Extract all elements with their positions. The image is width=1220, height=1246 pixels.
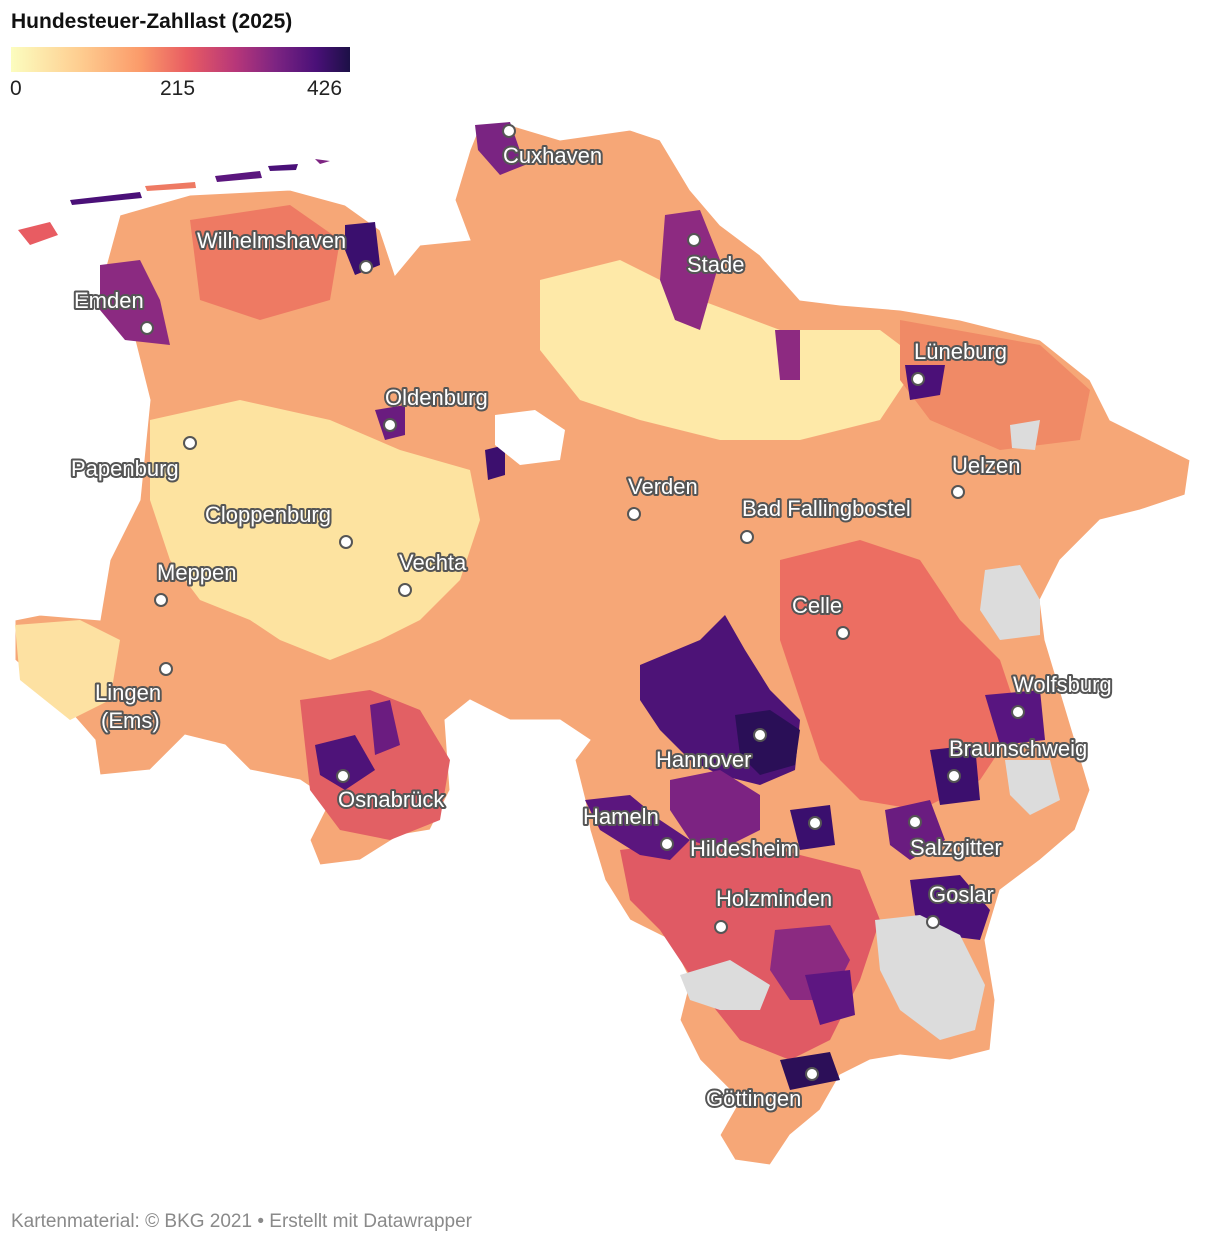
region-high-osn-north <box>370 700 400 755</box>
region-nodata-east <box>980 565 1040 640</box>
island-3 <box>145 182 196 191</box>
city-markers: Cuxhaven Wilhelmshaven Stade Emden Lüneb… <box>69 124 1114 1113</box>
region-high-stade <box>660 210 720 330</box>
region-high-osnabrueck <box>315 735 375 790</box>
island-2 <box>70 192 142 205</box>
city-label[interactable]: Lüneburg <box>912 337 1009 366</box>
island-5 <box>268 164 298 171</box>
city-label[interactable]: Hannover <box>654 745 753 774</box>
color-scale-legend <box>11 47 350 72</box>
city-dot[interactable] <box>336 769 350 783</box>
city-dot[interactable] <box>627 507 641 521</box>
city-dot[interactable] <box>951 485 965 499</box>
city-label[interactable]: Stade <box>685 250 747 279</box>
legend-mid-label: 215 <box>160 77 196 100</box>
city-dot[interactable] <box>808 816 822 830</box>
island-4 <box>215 171 262 182</box>
city-dot[interactable] <box>154 593 168 607</box>
city-dot[interactable] <box>753 728 767 742</box>
city-label[interactable]: Wilhelmshaven <box>195 226 348 255</box>
city-label[interactable]: Lingen <box>93 678 163 707</box>
region-high-nienburg <box>775 330 800 380</box>
city-dot[interactable] <box>502 124 516 138</box>
region-high-lueneburg <box>905 365 945 400</box>
city-label[interactable]: Wolfsburg <box>1011 670 1114 699</box>
region-high-hildesheim-area <box>670 770 760 850</box>
city-dot[interactable] <box>339 535 353 549</box>
city-label[interactable]: Meppen <box>155 558 239 587</box>
region-high-salzgitter <box>885 800 945 860</box>
legend-max-label: 426 <box>307 77 343 100</box>
city-dot[interactable] <box>660 837 674 851</box>
city-label[interactable]: Verden <box>626 472 700 501</box>
region-high-harz-mid <box>805 970 855 1025</box>
region-low-west <box>150 400 480 660</box>
city-label[interactable]: Göttingen <box>704 1084 803 1113</box>
city-dot[interactable] <box>140 321 154 335</box>
city-label[interactable]: Bad Fallingbostel <box>740 494 913 523</box>
region-nodata-harz <box>875 915 985 1040</box>
region-high-oldenburg-east <box>485 445 505 480</box>
region-low-emsland <box>15 620 120 720</box>
region-mid-north <box>190 205 340 320</box>
city-dot[interactable] <box>183 436 197 450</box>
map-title: Hundesteuer-Zahllast (2025) <box>11 10 293 33</box>
city-label[interactable]: Oldenburg <box>383 383 490 412</box>
city-dot[interactable] <box>740 530 754 544</box>
region-nodata-uelzen <box>1010 420 1040 450</box>
city-dot[interactable] <box>383 418 397 432</box>
legend-min-label: 0 <box>10 77 22 100</box>
city-dot[interactable] <box>908 815 922 829</box>
city-label[interactable]: Uelzen <box>950 451 1022 480</box>
region-mid-east <box>780 540 1020 810</box>
city-dot[interactable] <box>911 372 925 386</box>
lake <box>495 410 565 465</box>
city-label[interactable]: Cuxhaven <box>501 141 604 170</box>
region-nodata-bs <box>1005 760 1060 815</box>
region-low-north <box>540 260 920 440</box>
region-high-hannover-core <box>735 710 800 775</box>
state-regions <box>14 122 1191 1166</box>
city-label[interactable]: Salzgitter <box>908 833 1004 862</box>
city-label[interactable]: Papenburg <box>69 454 181 483</box>
city-label[interactable]: Vechta <box>397 548 469 577</box>
city-dot[interactable] <box>687 233 701 247</box>
city-dot[interactable] <box>714 920 728 934</box>
region-mid-luene <box>900 320 1090 450</box>
city-dot[interactable] <box>359 260 373 274</box>
region-nodata-south <box>680 960 770 1010</box>
city-label[interactable]: Emden <box>72 286 146 315</box>
city-label[interactable]: Goslar <box>927 880 996 909</box>
city-dot[interactable] <box>805 1067 819 1081</box>
island-6 <box>315 159 330 164</box>
city-dot[interactable] <box>1011 705 1025 719</box>
footer-credit: Kartenmaterial: © BKG 2021 • Erstellt mi… <box>11 1211 473 1232</box>
region-high-wilhelmshaven <box>345 222 380 275</box>
city-dot[interactable] <box>159 662 173 676</box>
city-label[interactable]: Hameln <box>581 802 661 831</box>
city-dot[interactable] <box>926 915 940 929</box>
city-label[interactable]: (Ems) <box>99 706 162 735</box>
island-1 <box>18 222 58 245</box>
city-label[interactable]: Holzminden <box>714 884 834 913</box>
city-dot[interactable] <box>836 626 850 640</box>
city-dot[interactable] <box>947 769 961 783</box>
city-label[interactable]: Osnabrück <box>336 785 447 814</box>
city-label[interactable]: Cloppenburg <box>203 500 333 529</box>
city-label[interactable]: Celle <box>790 591 844 620</box>
city-dot[interactable] <box>398 583 412 597</box>
city-label[interactable]: Braunschweig <box>947 734 1089 763</box>
city-label[interactable]: Hildesheim <box>688 834 801 863</box>
region-mid-osnabrueck <box>300 690 450 840</box>
